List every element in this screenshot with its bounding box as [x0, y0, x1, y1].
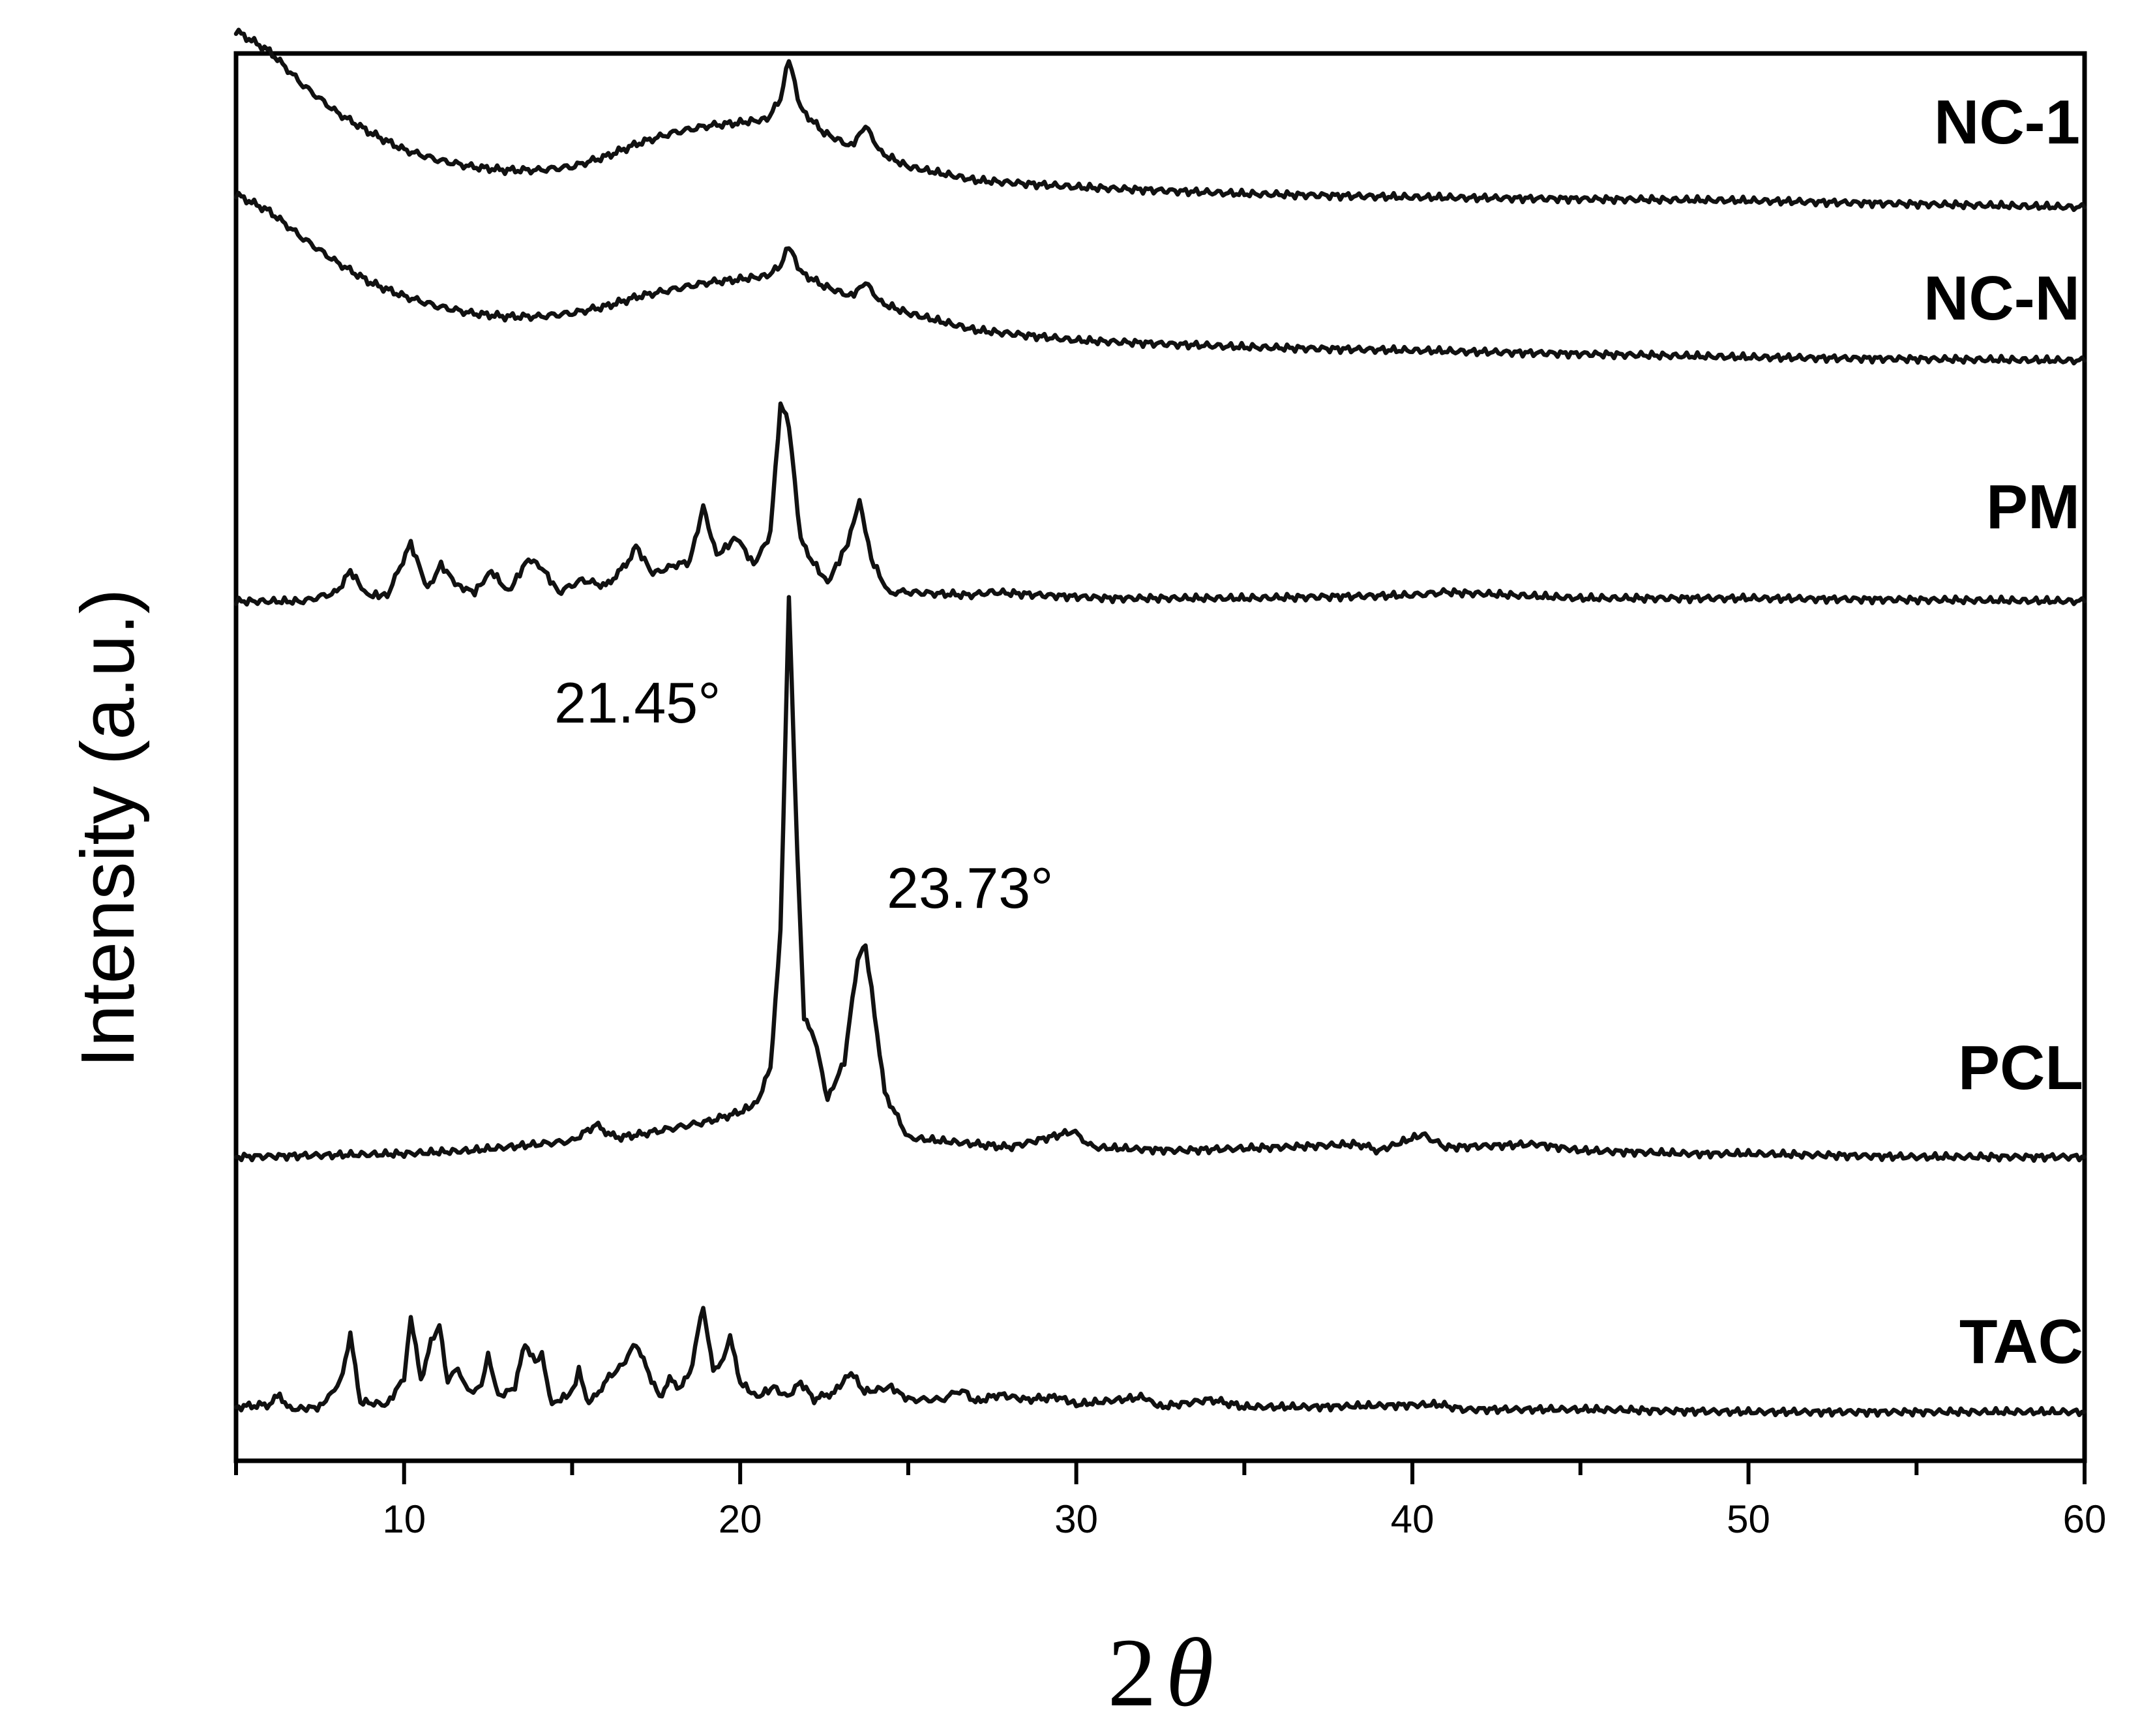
series-label-nc-n: NC-N: [1924, 263, 2080, 333]
series-label-pm: PM: [1986, 472, 2080, 542]
series-line-pm: [233, 401, 2087, 607]
x-tick-label: 10: [382, 1497, 426, 1541]
annotations: 21.45° 23.73°: [554, 670, 1053, 920]
peak-annotation: 23.73°: [887, 856, 1053, 920]
x-tick-label: 30: [1054, 1497, 1098, 1541]
series-label-pcl: PCL: [1958, 1033, 2083, 1103]
series-line-nc-n: [233, 190, 2087, 366]
series-labels: NC-1 NC-N PM PCL TAC: [1924, 87, 2083, 1377]
series-label-tac: TAC: [1959, 1307, 2083, 1377]
series-line-nc-1: [233, 27, 2087, 213]
x-tick-label: 50: [1727, 1497, 1770, 1541]
peak-annotation: 21.45°: [554, 670, 721, 735]
plot-frame: [233, 51, 2087, 1463]
y-axis-label: Intensity (a.u.): [65, 589, 150, 1068]
series-label-nc-1: NC-1: [1934, 87, 2080, 157]
series-group: [233, 27, 2087, 1418]
series-line-tac: [233, 1306, 2087, 1418]
x-axis-label: 2θ: [1108, 1619, 1214, 1727]
x-tick-label: 60: [2063, 1497, 2107, 1541]
x-label-theta: θ: [1166, 1619, 1214, 1727]
x-tick-label: 20: [719, 1497, 762, 1541]
x-tick-label: 40: [1391, 1497, 1434, 1541]
series-line-pcl: [233, 595, 2087, 1163]
x-axis-ticks: 10 20 30 40 50 60: [234, 1461, 2107, 1541]
x-label-number: 2: [1108, 1619, 1157, 1727]
